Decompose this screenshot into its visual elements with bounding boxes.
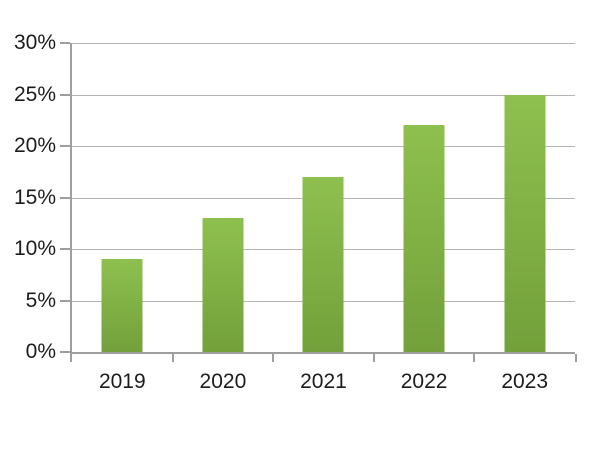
y-axis-labels: 0% 5% 10% 15% 20% 25% 30% <box>0 31 56 363</box>
x-axis-line <box>70 352 575 354</box>
y-tick-mark <box>60 248 70 251</box>
bar-slot-2022 <box>374 43 475 352</box>
y-tick-mark <box>60 351 70 353</box>
gridline-25 <box>72 94 575 96</box>
y-tick-mark <box>60 196 70 199</box>
x-tick-mark <box>575 354 577 362</box>
y-axis-tick-label: 25% <box>13 82 56 106</box>
x-tick-mark <box>372 354 375 362</box>
bar-2023 <box>504 94 546 352</box>
gridline-20 <box>72 146 575 148</box>
y-tick-mark <box>60 42 70 44</box>
y-tick-mark <box>60 145 70 148</box>
x-axis-tick-label: 2021 <box>300 370 347 393</box>
bar-2021 <box>302 176 344 352</box>
x-axis-tick-label: 2022 <box>400 370 448 393</box>
x-axis-tick-label: 2020 <box>199 370 247 393</box>
x-tick-mark <box>473 354 476 362</box>
x-axis-tick-label: 2023 <box>501 370 549 393</box>
y-axis-tick-label: 5% <box>25 288 56 312</box>
gridline-30 <box>72 43 575 44</box>
plot-area <box>60 42 577 362</box>
bar-slot-2020 <box>173 43 274 352</box>
x-axis-labels: 2019 2020 2021 2022 2023 <box>72 370 575 400</box>
y-axis-tick-label: 30% <box>13 31 56 54</box>
bar-slot-2023 <box>474 43 575 352</box>
y-axis-tick-label: 10% <box>13 237 56 260</box>
y-axis-tick-label: 20% <box>13 134 56 157</box>
y-tick-mark <box>60 93 70 96</box>
x-axis-tick-label: 2019 <box>98 370 146 393</box>
bar-2019 <box>101 259 143 352</box>
x-tick-mark <box>171 354 174 362</box>
bar-2020 <box>202 218 244 352</box>
y-tick-mark <box>60 299 70 302</box>
bar-2022 <box>403 125 445 352</box>
bar-slot-2019 <box>72 43 173 352</box>
bar-slot-2021 <box>273 43 374 352</box>
y-axis-tick-label: 0% <box>25 340 56 363</box>
x-tick-mark <box>70 354 72 362</box>
y-axis-line <box>70 43 72 352</box>
x-tick-mark <box>272 354 275 362</box>
y-axis-tick-label: 15% <box>13 185 56 209</box>
